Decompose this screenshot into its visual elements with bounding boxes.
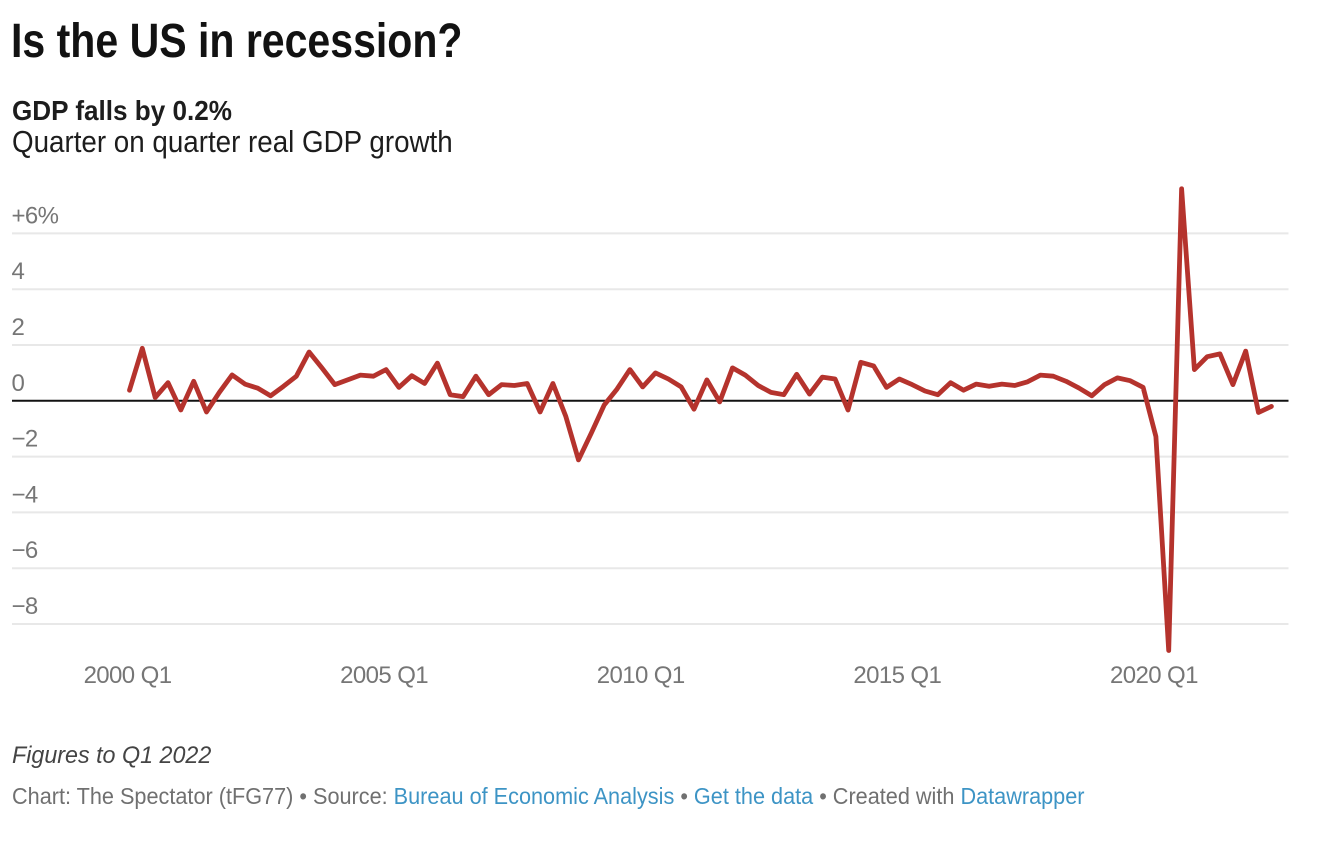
svg-text:−8: −8 [12, 593, 38, 620]
svg-text:−4: −4 [12, 481, 38, 508]
svg-text:2010 Q1: 2010 Q1 [597, 662, 685, 689]
svg-text:2020 Q1: 2020 Q1 [1110, 662, 1198, 689]
svg-text:2000 Q1: 2000 Q1 [84, 662, 172, 689]
svg-text:+6%: +6% [12, 202, 59, 229]
svg-text:2015 Q1: 2015 Q1 [853, 662, 941, 689]
svg-text:0: 0 [12, 370, 25, 397]
svg-text:4: 4 [12, 258, 25, 285]
svg-text:−2: −2 [12, 426, 38, 453]
svg-text:2: 2 [12, 314, 25, 341]
svg-text:2005 Q1: 2005 Q1 [340, 662, 428, 689]
svg-text:−6: −6 [12, 537, 38, 564]
